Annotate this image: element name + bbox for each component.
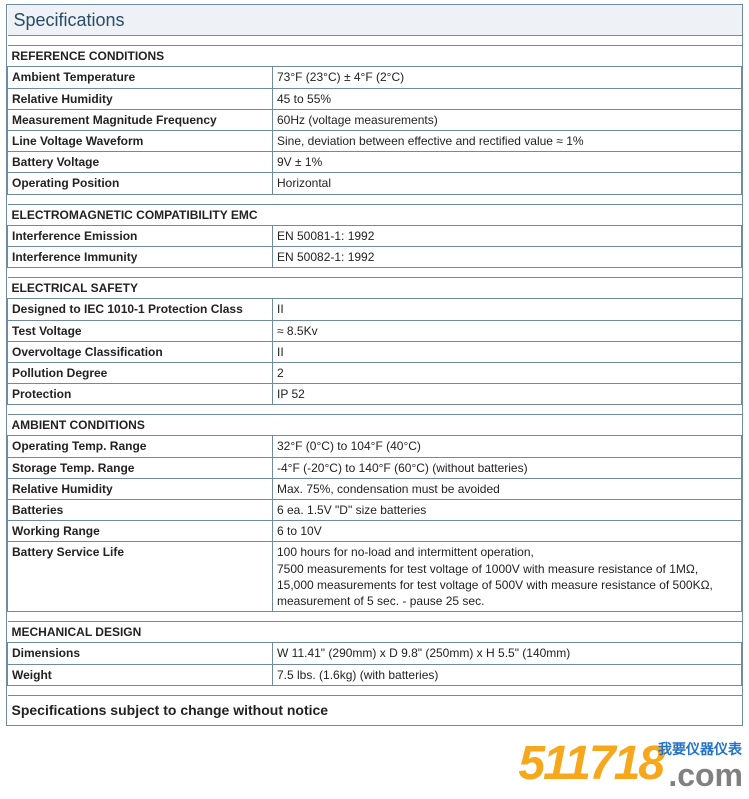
logo-digits: 511718 [518,736,663,791]
spec-value: 7.5 lbs. (1.6kg) (with batteries) [273,664,742,685]
spec-row: Interference ImmunityEN 50082-1: 1992 [8,246,742,267]
table-title: Specifications [8,5,742,36]
spec-value: II [273,341,742,362]
section-header-text: AMBIENT CONDITIONS [8,415,742,436]
section-header: ELECTROMAGNETIC COMPATIBILITY EMC [8,204,742,225]
section-header-text: MECHANICAL DESIGN [8,622,742,643]
spec-label: Interference Emission [8,225,273,246]
spec-row: Storage Temp. Range-4°F (-20°C) to 140°F… [8,457,742,478]
section-header: REFERENCE CONDITIONS [8,46,742,67]
spec-label: Test Voltage [8,320,273,341]
spec-label: Storage Temp. Range [8,457,273,478]
spec-label: Protection [8,384,273,405]
section-header-text: ELECTROMAGNETIC COMPATIBILITY EMC [8,204,742,225]
spec-label: Designed to IEC 1010-1 Protection Class [8,299,273,320]
section-header-text: REFERENCE CONDITIONS [8,46,742,67]
spec-label: Ambient Temperature [8,67,273,88]
spec-row: Weight7.5 lbs. (1.6kg) (with batteries) [8,664,742,685]
spec-value: 32°F (0°C) to 104°F (40°C) [273,436,742,457]
spec-value: EN 50081-1: 1992 [273,225,742,246]
footer-text: Specifications subject to change without… [8,695,742,724]
section-header: MECHANICAL DESIGN [8,622,742,643]
logo-dotcom: 我要仪器仪表 .com [668,759,743,791]
spec-label: Operating Temp. Range [8,436,273,457]
spec-row: Measurement Magnitude Frequency60Hz (vol… [8,109,742,130]
spec-value: 100 hours for no-load and intermittent o… [273,542,742,612]
spec-value: W 11.41" (290mm) x D 9.8" (250mm) x H 5.… [273,643,742,664]
spec-row: Ambient Temperature73°F (23°C) ± 4°F (2°… [8,67,742,88]
spec-value: II [273,299,742,320]
spec-value: 73°F (23°C) ± 4°F (2°C) [273,67,742,88]
spec-table-wrapper: Specifications REFERENCE CONDITIONSAmbien… [6,4,743,726]
spec-value: 45 to 55% [273,88,742,109]
section-header: ELECTRICAL SAFETY [8,278,742,299]
section-gap [8,685,742,695]
section-gap [8,194,742,204]
spec-value: 9V ± 1% [273,152,742,173]
table-title-row: Specifications [8,5,742,36]
section-header-text: ELECTRICAL SAFETY [8,278,742,299]
spec-value: ≈ 8.5Kv [273,320,742,341]
spec-row: Operating Temp. Range32°F (0°C) to 104°F… [8,436,742,457]
spec-value: IP 52 [273,384,742,405]
spec-row: Battery Service Life100 hours for no-loa… [8,542,742,612]
spec-label: Dimensions [8,643,273,664]
spec-row: Overvoltage ClassificationII [8,341,742,362]
spec-value: 6 to 10V [273,521,742,542]
spec-label: Overvoltage Classification [8,341,273,362]
spec-value: -4°F (-20°C) to 140°F (60°C) (without ba… [273,457,742,478]
spec-value: Max. 75%, condensation must be avoided [273,478,742,499]
spec-row: Interference EmissionEN 50081-1: 1992 [8,225,742,246]
section-header: AMBIENT CONDITIONS [8,415,742,436]
footer-row: Specifications subject to change without… [8,695,742,724]
logo-cn: 我要仪器仪表 [658,742,742,756]
spec-row: Relative HumidityMax. 75%, condensation … [8,478,742,499]
spec-value: 6 ea. 1.5V "D" size batteries [273,500,742,521]
spec-row: Working Range6 to 10V [8,521,742,542]
spec-row: Batteries6 ea. 1.5V "D" size batteries [8,500,742,521]
spec-label: Interference Immunity [8,246,273,267]
spec-label: Relative Humidity [8,88,273,109]
spec-label: Measurement Magnitude Frequency [8,109,273,130]
logo: 511718 我要仪器仪表 .com [6,736,743,791]
spec-value: 2 [273,362,742,383]
section-gap [8,612,742,622]
spec-label: Pollution Degree [8,362,273,383]
spec-label: Battery Service Life [8,542,273,612]
spec-row: Relative Humidity45 to 55% [8,88,742,109]
spec-label: Batteries [8,500,273,521]
spec-label: Weight [8,664,273,685]
spec-label: Battery Voltage [8,152,273,173]
spec-label: Working Range [8,521,273,542]
spec-table: Specifications REFERENCE CONDITIONSAmbien… [7,5,742,725]
spec-label: Line Voltage Waveform [8,131,273,152]
section-gap [8,268,742,278]
spec-value: Sine, deviation between effective and re… [273,131,742,152]
spec-row: Line Voltage WaveformSine, deviation bet… [8,131,742,152]
spec-row: DimensionsW 11.41" (290mm) x D 9.8" (250… [8,643,742,664]
spec-value: EN 50082-1: 1992 [273,246,742,267]
spec-label: Operating Position [8,173,273,194]
spec-value: Horizontal [273,173,742,194]
section-gap [8,405,742,415]
section-gap [8,36,742,46]
logo-dotcom-text: .com [668,757,743,793]
spec-row: Pollution Degree2 [8,362,742,383]
spec-label: Relative Humidity [8,478,273,499]
spec-row: Designed to IEC 1010-1 Protection ClassI… [8,299,742,320]
spec-row: Test Voltage≈ 8.5Kv [8,320,742,341]
spec-value: 60Hz (voltage measurements) [273,109,742,130]
spec-row: Battery Voltage9V ± 1% [8,152,742,173]
spec-row: Operating PositionHorizontal [8,173,742,194]
spec-row: ProtectionIP 52 [8,384,742,405]
